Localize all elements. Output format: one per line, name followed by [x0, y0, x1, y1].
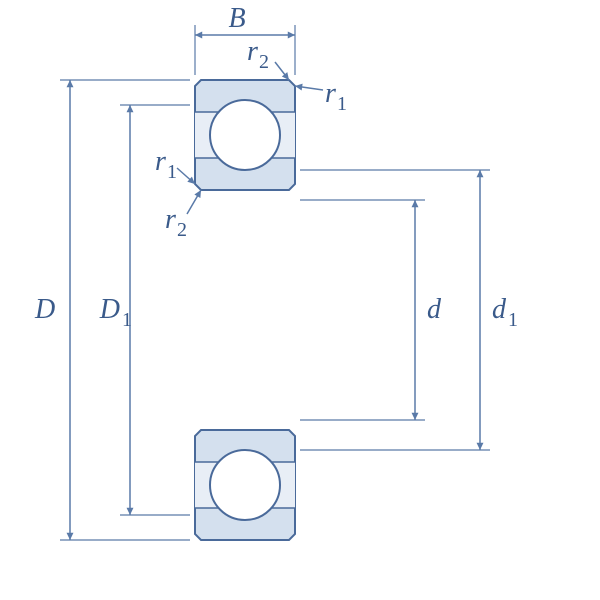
svg-text:D: D — [99, 294, 120, 325]
bearing-cross-section-diagram: BDD1dd1r2r1r1r2 — [0, 0, 600, 600]
svg-text:r: r — [155, 146, 166, 177]
svg-text:1: 1 — [337, 93, 347, 115]
svg-text:d: d — [427, 294, 442, 325]
svg-text:1: 1 — [167, 161, 177, 183]
svg-text:1: 1 — [122, 309, 132, 331]
svg-text:r: r — [165, 204, 176, 235]
svg-text:B: B — [228, 3, 245, 34]
svg-text:r: r — [325, 78, 336, 109]
svg-text:1: 1 — [508, 309, 518, 331]
svg-text:d: d — [492, 294, 507, 325]
svg-text:D: D — [34, 294, 55, 325]
svg-text:2: 2 — [259, 51, 269, 73]
svg-text:r: r — [247, 36, 258, 67]
svg-text:2: 2 — [177, 219, 187, 241]
